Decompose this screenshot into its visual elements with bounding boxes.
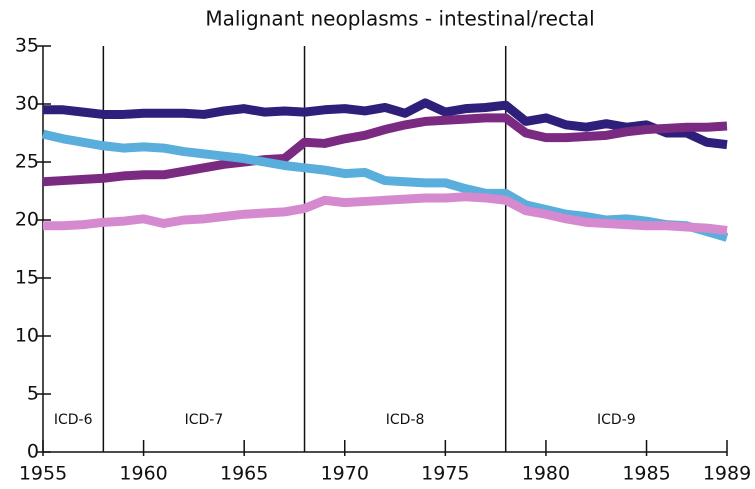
x-tick-label: 1955 [19,463,67,485]
y-tick-label: 5 [27,383,39,405]
y-tick-label: 30 [15,93,39,115]
y-tick-label: 25 [15,151,39,173]
x-tick-label: 1980 [522,463,570,485]
y-tick-label: 10 [15,325,39,347]
era-label: ICD-6 [54,412,93,428]
series-line [42,113,728,187]
era-label: ICD-7 [185,412,224,428]
era-label: ICD-9 [597,412,636,428]
x-tick-label: 1989 [703,463,751,485]
era-label: ICD-8 [386,412,425,428]
y-tick-label: 35 [15,35,39,57]
x-tick-label: 1985 [622,463,670,485]
y-tick-label: 0 [27,441,39,463]
series-line [43,98,728,150]
x-tick-label: 1960 [119,463,167,485]
y-tick-label: 20 [15,209,39,231]
y-tick-label: 15 [15,267,39,289]
x-tick-label: 1970 [321,463,369,485]
x-tick-label: 1975 [421,463,469,485]
series-line [43,192,728,235]
chart-title: Malignant neoplasms - intestinal/rectal [205,7,594,31]
x-tick-label: 1965 [220,463,268,485]
